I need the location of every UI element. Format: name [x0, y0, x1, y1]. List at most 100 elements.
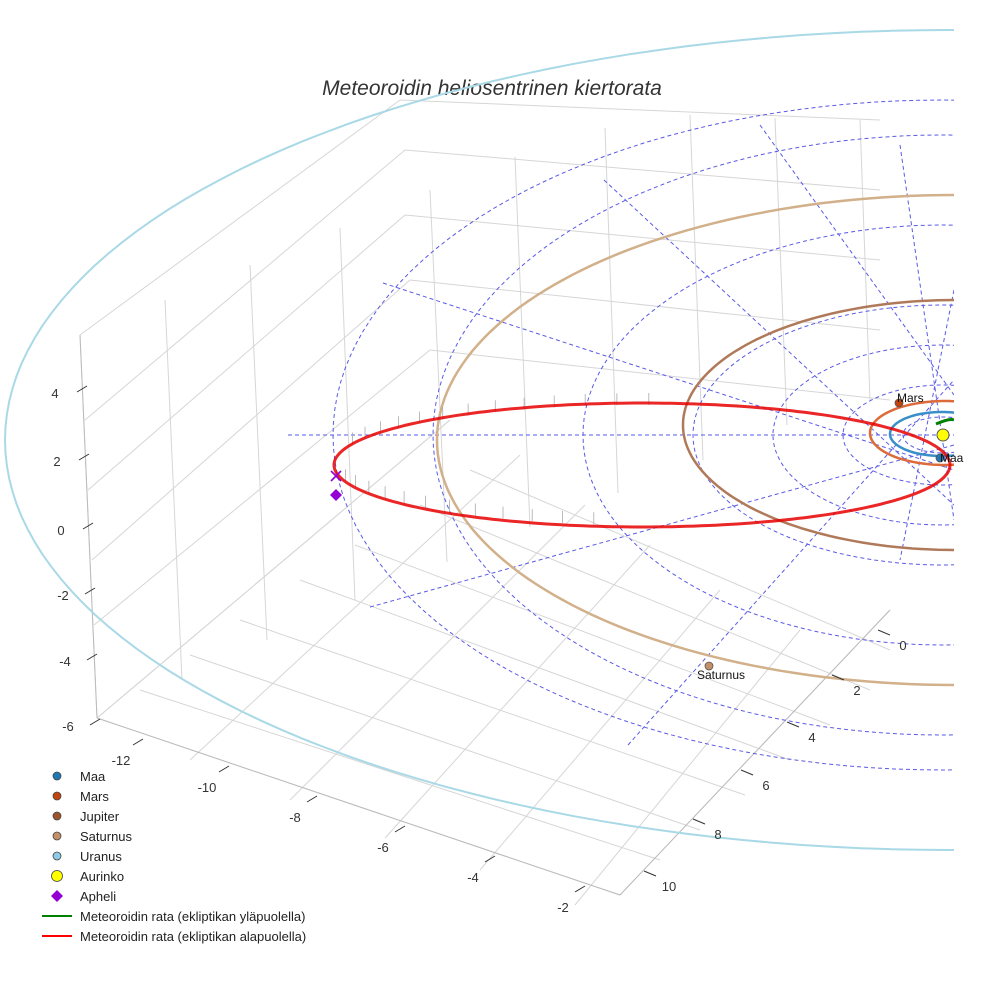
legend-label: Aurinko [80, 868, 125, 884]
legend-label: Meteoroidin rata (ekliptikan yläpuolella… [80, 908, 306, 924]
legend-label: Uranus [80, 848, 122, 864]
reference-ring [902, 416, 954, 454]
legend-item[interactable]: Maa [40, 766, 306, 786]
y-axis-line [619, 609, 891, 896]
z-tick-mark [76, 385, 88, 393]
x-tick-label: -4 [467, 870, 479, 885]
reference-line [759, 124, 954, 396]
x-tick-mark [574, 885, 586, 893]
label-saturnus: Saturnus [697, 668, 745, 682]
x-tick-mark [394, 825, 406, 833]
label-maa: Maa [940, 451, 964, 465]
grid-line [404, 149, 881, 191]
legend-label: Apheli [80, 888, 117, 904]
chart-title: Meteoroidin heliosentrinen kiertorata [322, 77, 662, 100]
legend-symbol [51, 890, 63, 902]
y-tick-mark [831, 674, 845, 681]
y-tick-label: 8 [714, 827, 721, 842]
grid-line [479, 589, 721, 871]
orbit-maa [888, 410, 954, 458]
grid-line [384, 544, 651, 839]
grid-line [514, 156, 531, 528]
z-axis: 4 2 0 -2 -4 -6 [51, 385, 101, 734]
legend-label: Saturnus [80, 828, 133, 844]
y-tick-label: 4 [808, 730, 815, 745]
legend-label: Maa [80, 768, 106, 784]
grid-line [91, 279, 411, 561]
grid-line [289, 504, 586, 801]
grid-line [164, 299, 183, 681]
grid-line [774, 117, 788, 426]
legend-item[interactable]: Meteoroidin rata (ekliptikan alapuolella… [40, 926, 306, 946]
grid-line [84, 149, 406, 421]
legend-label: Mars [80, 788, 109, 804]
x-axis-line [96, 717, 621, 896]
grid-line [859, 119, 871, 401]
x-tick-mark [218, 765, 230, 773]
x-tick-label: -2 [557, 900, 569, 915]
grid-line [79, 99, 401, 336]
legend-item[interactable]: Jupiter [40, 806, 306, 826]
y-tick-mark [877, 629, 891, 636]
y-tick-label: 6 [762, 778, 769, 793]
legend: Maa Mars Jupiter Saturnus Uranus Aurinko Aphel… [40, 766, 306, 946]
x-axis: -12 -10 -8 -6 -4 -2 [112, 738, 586, 915]
grid-line [419, 504, 871, 691]
z-tick-label: -2 [57, 588, 69, 603]
legend-dot [52, 831, 62, 841]
legend-item[interactable]: Apheli [40, 886, 306, 906]
legend-symbol [52, 831, 62, 841]
legend-label: Jupiter [80, 808, 120, 824]
reference-line [899, 289, 954, 561]
grid-line [87, 214, 406, 491]
grid-line [299, 579, 791, 761]
legend-symbol [51, 870, 63, 882]
reference-ring [582, 224, 954, 646]
legend-symbol [42, 935, 72, 937]
x-tick-mark [132, 738, 144, 746]
z-tick-mark [82, 522, 94, 530]
marker-layer [330, 398, 950, 671]
z-tick-label: 2 [53, 454, 60, 469]
z-tick-label: 0 [57, 523, 64, 538]
z-tick-mark [78, 453, 90, 461]
legend-dot [52, 811, 62, 821]
legend-item[interactable]: Aurinko [40, 866, 306, 886]
legend-item[interactable]: Meteoroidin rata (ekliptikan yläpuolella… [40, 906, 306, 926]
legend-symbol [52, 811, 62, 821]
marker-maa [935, 453, 945, 463]
legend-dot [51, 870, 63, 882]
reference-line [627, 379, 954, 746]
grid-line [604, 127, 619, 494]
reference-line [899, 144, 954, 521]
orbit-saturnus [435, 193, 954, 687]
z-tick-label: 4 [51, 386, 58, 401]
legend-symbol [52, 851, 62, 861]
grid-line [249, 264, 268, 641]
z-tick-mark [84, 587, 96, 595]
z-axis-line [79, 334, 98, 719]
marker-saturnus [704, 661, 714, 671]
grid-line [469, 469, 891, 651]
grid-line [409, 279, 881, 331]
z-tick-mark [86, 653, 98, 661]
marker-apheli-projection [330, 470, 342, 482]
legend-item[interactable]: Uranus [40, 846, 306, 866]
x-tick-label: -6 [377, 840, 389, 855]
grid-line [239, 619, 746, 796]
grid-line [399, 99, 881, 121]
legend-item[interactable]: Saturnus [40, 826, 306, 846]
y-tick-label: 2 [853, 683, 860, 698]
y-tick-label: 10 [662, 879, 676, 894]
legend-symbol [52, 791, 62, 801]
legend-dot [52, 851, 62, 861]
reference-ring [692, 304, 954, 566]
legend-item[interactable]: Mars [40, 786, 306, 806]
x-tick-label: -12 [112, 753, 131, 768]
z-tick-mark [89, 718, 101, 726]
grid-line [139, 689, 661, 861]
grid-line [354, 544, 831, 726]
label-mars: Mars [897, 391, 924, 405]
y-tick-mark [786, 721, 800, 728]
orbit-mars [868, 399, 954, 467]
